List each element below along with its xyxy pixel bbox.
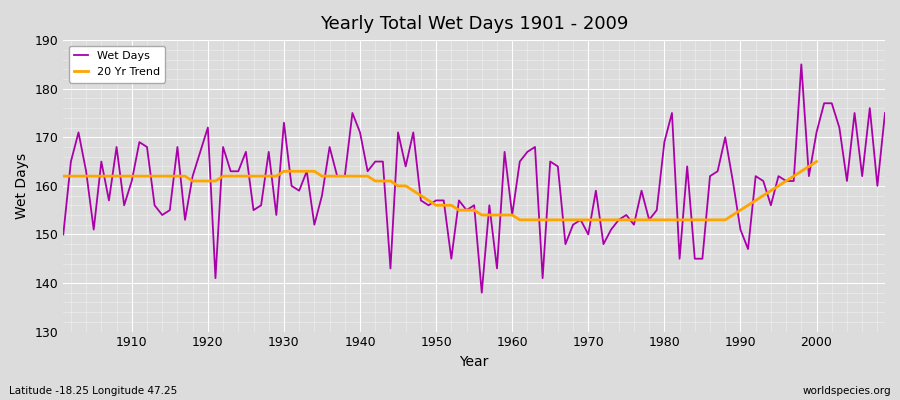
Line: 20 Yr Trend: 20 Yr Trend xyxy=(63,162,816,220)
20 Yr Trend xyxy=(515,218,526,222)
20 Yr Trend xyxy=(233,174,244,178)
Text: worldspecies.org: worldspecies.org xyxy=(803,386,891,396)
20 Yr Trend xyxy=(507,212,517,217)
Wet Days xyxy=(606,227,616,232)
20 Yr Trend xyxy=(758,193,769,198)
Wet Days xyxy=(796,62,806,67)
20 Yr Trend xyxy=(202,178,213,183)
20 Yr Trend xyxy=(811,159,822,164)
Y-axis label: Wet Days: Wet Days xyxy=(15,153,29,219)
Wet Days xyxy=(507,212,517,217)
Wet Days xyxy=(515,159,526,164)
20 Yr Trend xyxy=(58,174,68,178)
Wet Days xyxy=(286,184,297,188)
Wet Days xyxy=(119,203,130,208)
X-axis label: Year: Year xyxy=(460,355,489,369)
20 Yr Trend xyxy=(780,178,791,183)
20 Yr Trend xyxy=(446,203,456,208)
Legend: Wet Days, 20 Yr Trend: Wet Days, 20 Yr Trend xyxy=(68,46,166,82)
Wet Days xyxy=(476,290,487,295)
Wet Days xyxy=(879,110,890,115)
Title: Yearly Total Wet Days 1901 - 2009: Yearly Total Wet Days 1901 - 2009 xyxy=(320,15,628,33)
Line: Wet Days: Wet Days xyxy=(63,64,885,293)
Wet Days xyxy=(58,232,68,237)
Text: Latitude -18.25 Longitude 47.25: Latitude -18.25 Longitude 47.25 xyxy=(9,386,177,396)
Wet Days xyxy=(332,174,343,178)
